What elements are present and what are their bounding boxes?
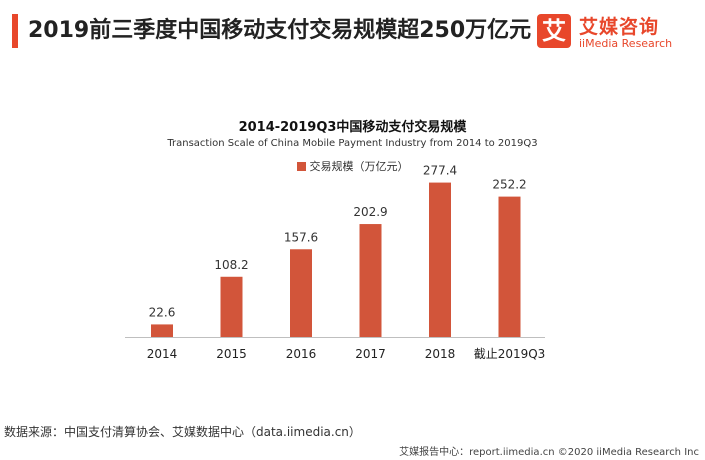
bar-2 bbox=[290, 249, 312, 337]
x-tick-label-0: 2014 bbox=[147, 347, 178, 361]
data-label-5: 252.2 bbox=[492, 178, 526, 192]
data-label-3: 202.9 bbox=[353, 205, 387, 219]
x-tick-label-5: 截止2019Q3 bbox=[474, 347, 546, 361]
x-tick-label-2: 2016 bbox=[286, 347, 317, 361]
chart-title: 2014-2019Q3中国移动支付交易规模 bbox=[238, 120, 467, 135]
copyright-notice: 艾媒报告中心：report.iimedia.cn ©2020 iiMedia R… bbox=[399, 447, 699, 458]
title-accent-bar bbox=[12, 14, 18, 48]
data-label-4: 277.4 bbox=[423, 164, 457, 178]
x-tick-label-4: 2018 bbox=[425, 347, 456, 361]
bar-1 bbox=[220, 276, 243, 337]
legend-label: 交易规模（万亿元） bbox=[309, 160, 409, 173]
chart-legend: 交易规模（万亿元） bbox=[0, 158, 705, 174]
data-label-0: 22.6 bbox=[149, 305, 176, 319]
logo-name-cn: 艾媒咨询 bbox=[579, 16, 660, 38]
bar-4 bbox=[429, 182, 451, 337]
logo-name-en: iiMedia Research bbox=[579, 37, 673, 50]
chart-subtitle: Transaction Scale of China Mobile Paymen… bbox=[167, 138, 538, 149]
x-tick-label-3: 2017 bbox=[355, 347, 386, 361]
page-title: 2019前三季度中国移动支付交易规模超250万亿元 bbox=[28, 18, 532, 43]
data-label-2: 157.6 bbox=[284, 230, 318, 244]
bar-0 bbox=[151, 324, 173, 337]
x-tick-label-1: 2015 bbox=[216, 347, 247, 361]
bar-3 bbox=[359, 224, 382, 337]
data-source: 数据来源：中国支付清算协会、艾媒数据中心（data.iimedia.cn） bbox=[4, 425, 361, 439]
iimedia-logo: 艾 艾媒咨询 iiMedia Research bbox=[535, 8, 695, 52]
data-label-1: 108.2 bbox=[214, 258, 248, 272]
logo-mark-icon: 艾 bbox=[537, 14, 571, 48]
legend-swatch bbox=[296, 162, 306, 171]
bar-5 bbox=[498, 196, 521, 337]
header: 2019前三季度中国移动支付交易规模超250万亿元 艾 艾媒咨询 iiMedia… bbox=[0, 0, 705, 64]
